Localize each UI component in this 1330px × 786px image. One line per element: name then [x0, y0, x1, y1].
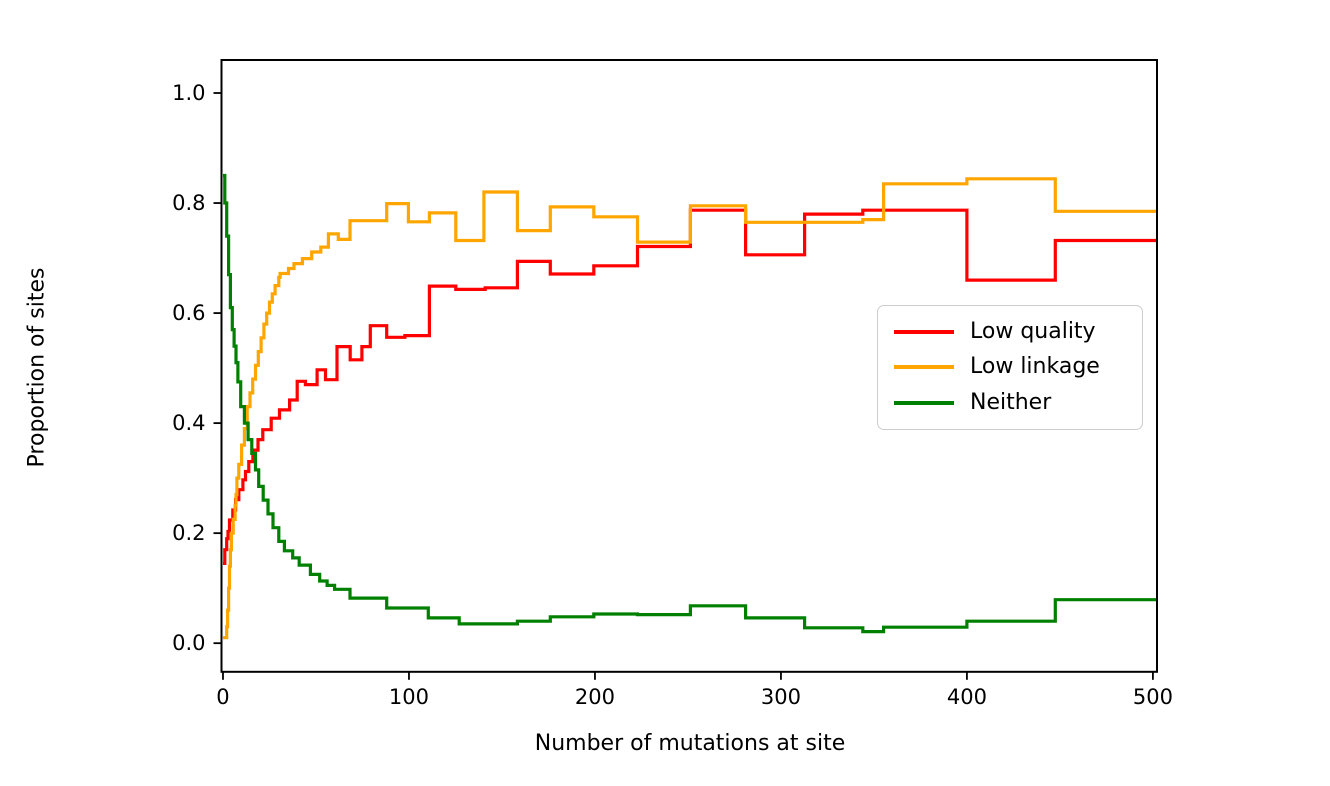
- y-tick-label-0.4: 0.4: [172, 411, 205, 435]
- y-axis-label: Proportion of sites: [24, 267, 50, 468]
- x-tick-label-300: 300: [761, 685, 801, 709]
- legend-row-neither: Neither: [894, 386, 1142, 420]
- y-tick-label-0: 0.0: [172, 631, 205, 655]
- y-tick-label-1: 1.0: [172, 81, 205, 105]
- x-axis-label: Number of mutations at site: [534, 731, 846, 756]
- x-tick-label-500: 500: [1133, 685, 1173, 709]
- x-tick-label-200: 200: [575, 685, 615, 709]
- y-tick-label-0.8: 0.8: [172, 191, 205, 215]
- x-tick-label-400: 400: [947, 685, 987, 709]
- series-line-low-linkage: [223, 177, 1157, 640]
- plot-spines: [220, 59, 1158, 673]
- legend-swatch-low-quality: [894, 329, 954, 334]
- y-tick-label-0.6: 0.6: [172, 301, 205, 325]
- y-tick-label-0.2: 0.2: [172, 521, 205, 545]
- legend-swatch-neither: [894, 401, 954, 406]
- x-tick-label-100: 100: [389, 685, 429, 709]
- legend-row-low-linkage: Low linkage: [894, 350, 1142, 384]
- series-line-low-quality: [223, 208, 1157, 565]
- series-line-neither: [223, 173, 1157, 634]
- legend-box: Low quality Low linkage Neither: [877, 305, 1143, 430]
- legend-label-low-linkage: Low linkage: [970, 354, 1100, 380]
- legend-label-low-quality: Low quality: [970, 318, 1096, 344]
- legend-label-neither: Neither: [970, 390, 1052, 416]
- x-tick-label-0: 0: [216, 685, 229, 709]
- legend-swatch-low-linkage: [894, 365, 954, 370]
- legend-row-low-quality: Low quality: [894, 315, 1142, 349]
